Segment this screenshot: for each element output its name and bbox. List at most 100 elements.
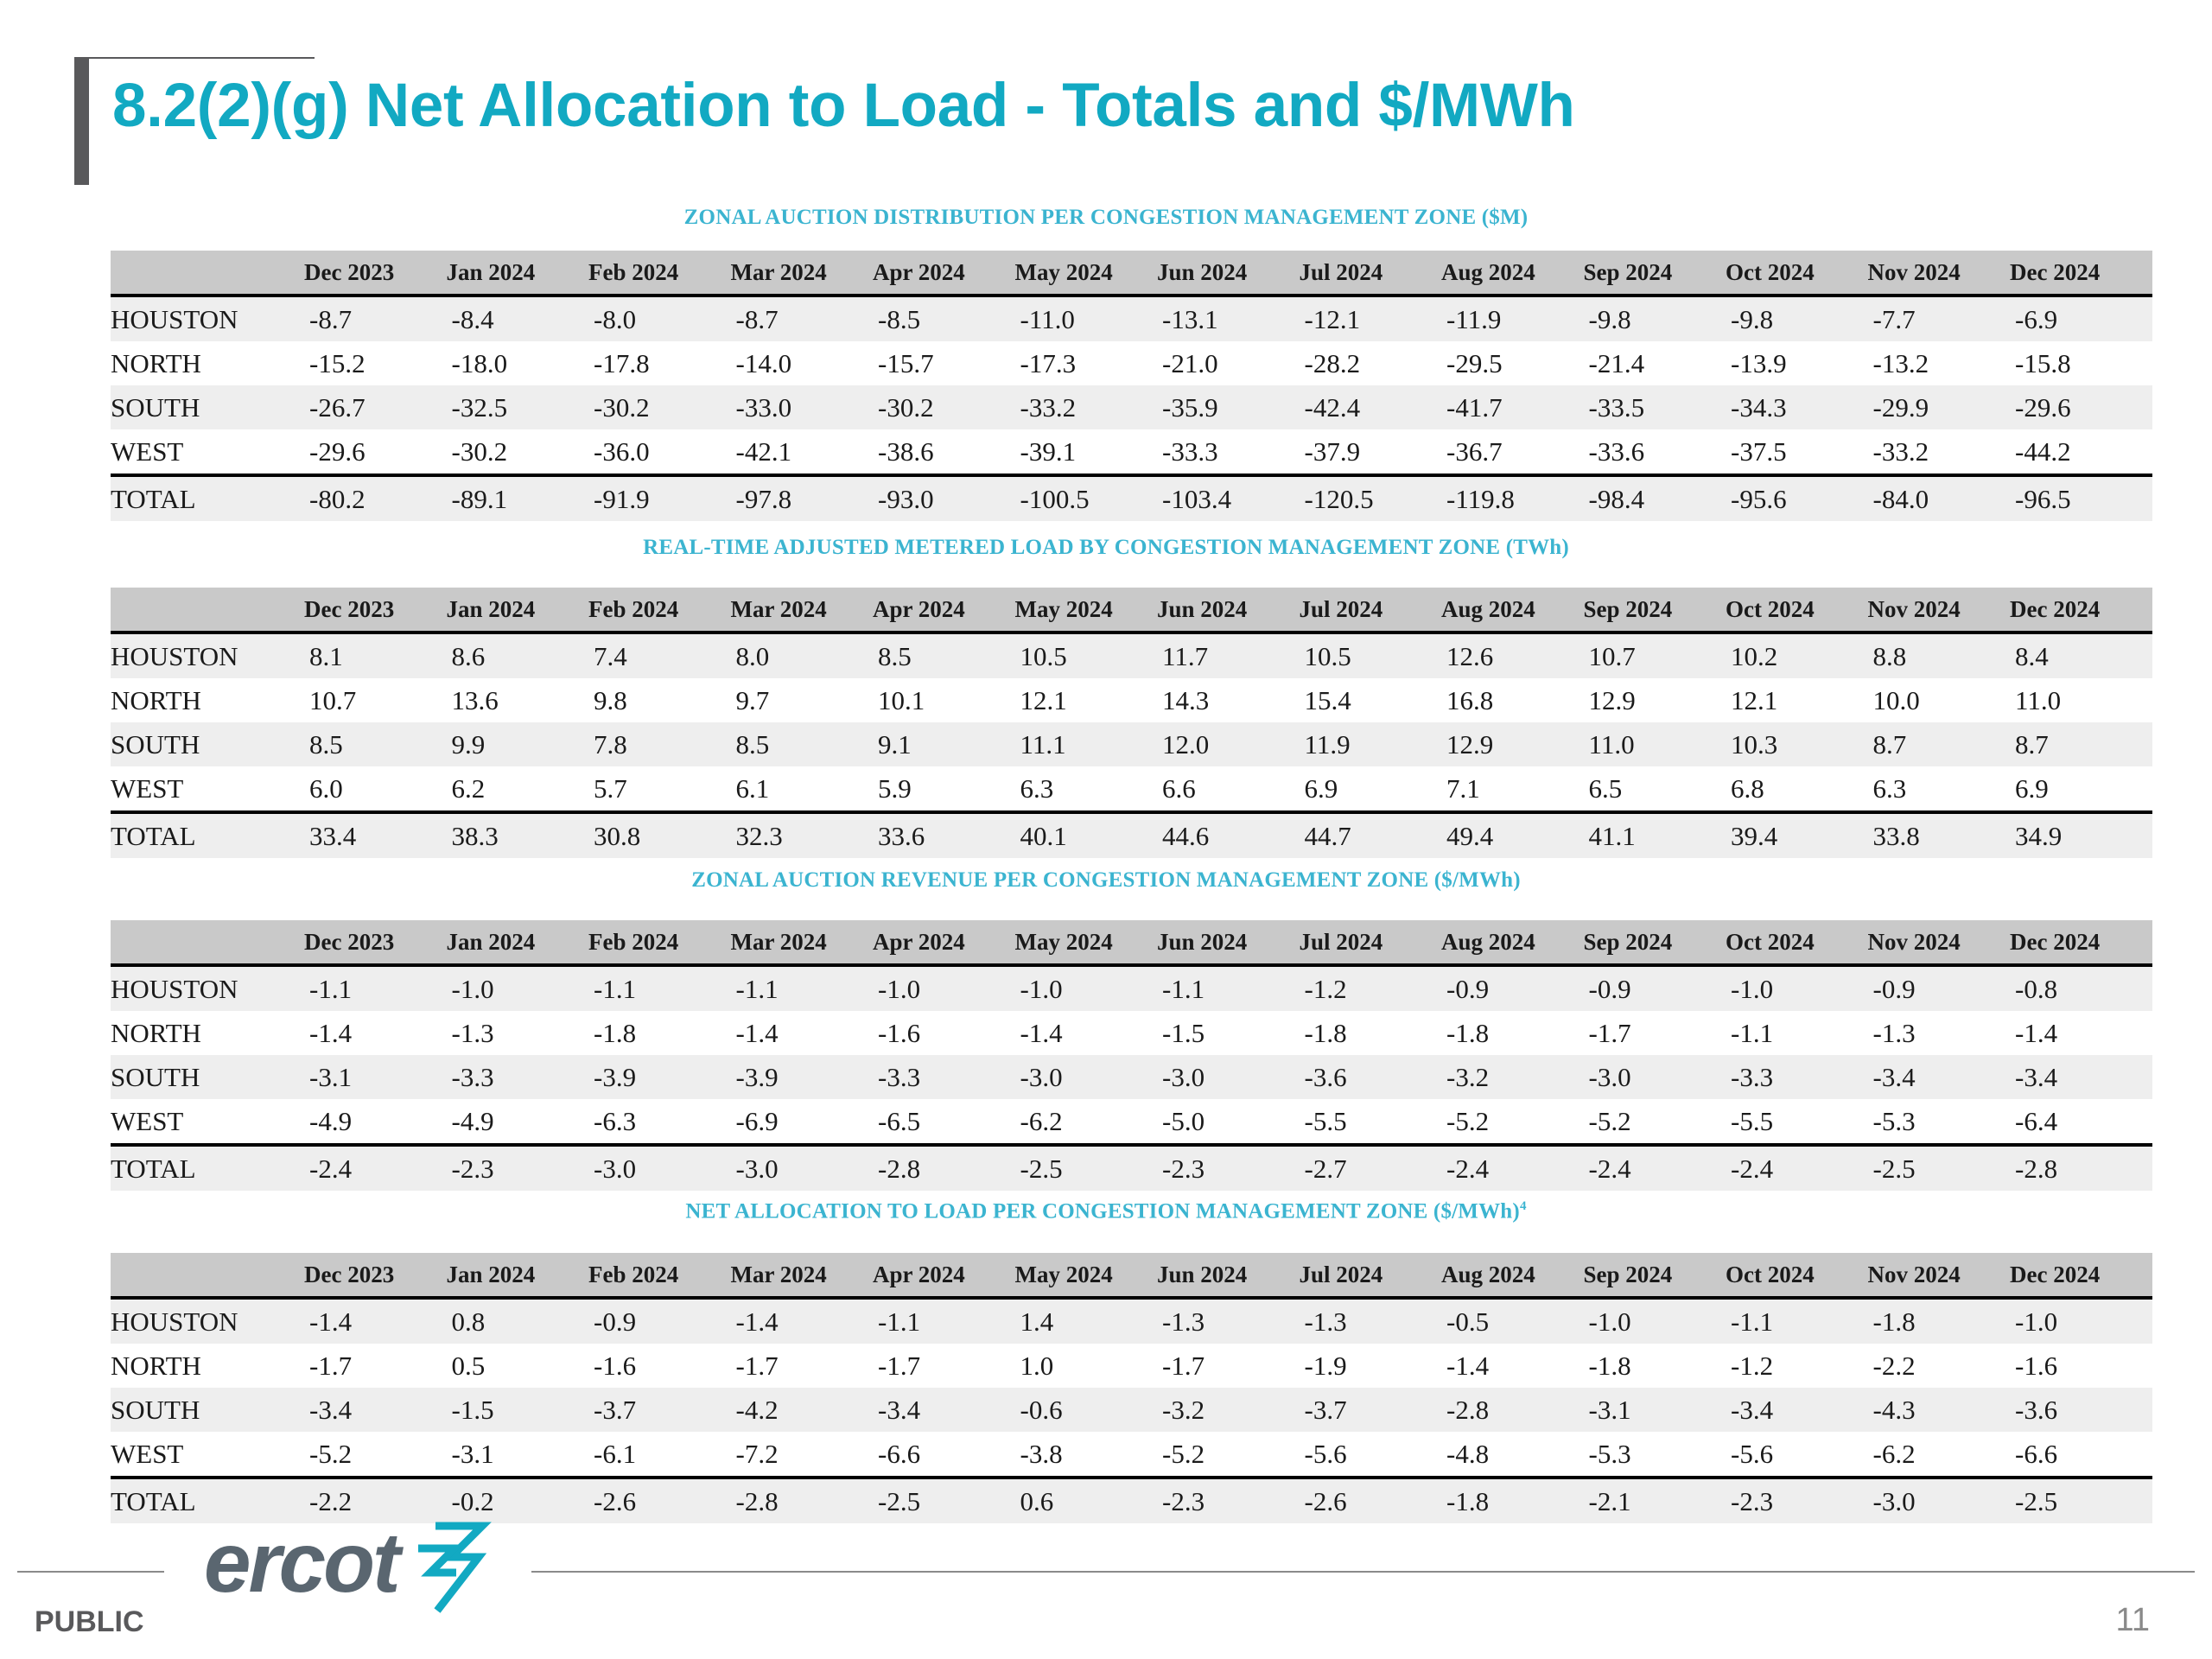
table-cell: -2.2 [304,1476,447,1523]
table-cell: 10.5 [1014,632,1157,678]
table-cell: -4.3 [1867,1388,2010,1432]
table-cell: -3.9 [730,1055,873,1099]
title-accent-line [74,57,315,59]
table-cell: -1.4 [304,1011,447,1055]
table-cell: -2.8 [730,1476,873,1523]
table-cell: 15.4 [1299,678,1441,722]
table-cell: 6.8 [1726,766,1868,812]
table-cell: -1.2 [1726,1344,1868,1388]
table-cell: -2.7 [1299,1143,1441,1191]
table-cell: -6.4 [2010,1099,2152,1145]
column-header: Nov 2024 [1867,251,2010,297]
table-cell: -1.8 [588,1011,731,1055]
column-header: Jun 2024 [1157,1253,1300,1300]
table-cell: -18.0 [446,341,588,385]
table-cell: -3.6 [2010,1388,2152,1432]
table-cell: 9.7 [730,678,873,722]
table-cell: -1.4 [2010,1011,2152,1055]
table-cell: 0.5 [446,1344,588,1388]
header-row: Dec 2023 Jan 2024 Feb 2024 Mar 2024 Apr 2024… [111,588,2152,634]
table-cell: -3.6 [1299,1055,1441,1099]
table-row: HOUSTON -8.7 -8.4 -8.0 -8.7 -8.5 -11.0 -13.1 -12… [111,296,2152,341]
column-header: Jan 2024 [446,251,588,297]
zone-label: WEST [111,1432,304,1478]
column-header: Aug 2024 [1441,920,1584,967]
zone-label: WEST [111,766,304,812]
column-header: Jul 2024 [1299,588,1441,634]
table-cell: 13.6 [446,678,588,722]
table-cell: -120.5 [1299,474,1441,521]
table-cell: -2.8 [2010,1143,2152,1191]
column-header: Apr 2024 [873,920,1015,967]
column-header: Dec 2023 [304,1253,447,1300]
footer-divider-right [531,1571,2195,1573]
section-heading-text: ZONAL AUCTION REVENUE PER CONGESTION MAN… [691,868,1521,892]
column-header: Feb 2024 [588,588,731,634]
table-cell: 11.0 [2010,678,2152,722]
column-header: Sep 2024 [1583,1253,1726,1300]
table-cell: 8.5 [304,722,447,766]
table-cell: -84.0 [1867,474,2010,521]
table-cell: -1.3 [446,1011,588,1055]
table-row: NORTH -1.7 0.5 -1.6 -1.7 -1.7 1.0 -1.7 -1.9 -1.4-… [111,1344,2152,1388]
table-cell: 6.1 [730,766,873,812]
column-header: May 2024 [1014,251,1157,297]
table-cell: -0.9 [588,1298,731,1344]
page-title: 8.2(2)(g) Net Allocation to Load - Total… [112,72,1575,140]
table-cell: -36.7 [1441,429,1584,475]
total-row: TOTAL -2.4 -2.3 -3.0 -3.0 -2.8 -2.5 -2.3 -2.7 -2.… [111,1143,2152,1191]
table-cell: 49.4 [1441,810,1584,858]
table-cell: 11.0 [1583,722,1726,766]
table-cell: -0.5 [1441,1298,1584,1344]
column-header: Aug 2024 [1441,1253,1584,1300]
table-cell: -6.2 [1867,1432,2010,1478]
zone-label: WEST [111,429,304,475]
table-cell: -1.0 [446,965,588,1011]
table-cell: -35.9 [1157,385,1300,429]
table-cell: -2.3 [1157,1143,1300,1191]
table-cell: -1.0 [1726,965,1868,1011]
table-cell: -5.3 [1867,1099,2010,1145]
table-cell: -3.3 [873,1055,1015,1099]
table-cell: -1.3 [1867,1011,2010,1055]
table-cell: -29.9 [1867,385,2010,429]
table-cell: -1.7 [1157,1344,1300,1388]
table-cell: -17.3 [1014,341,1157,385]
table-cell: 8.8 [1867,632,2010,678]
table-cell: -8.0 [588,296,731,341]
table-cell: -6.6 [873,1432,1015,1478]
table-cell: -1.6 [2010,1344,2152,1388]
table-cell: -1.5 [446,1388,588,1432]
table-cell: -32.5 [446,385,588,429]
table-cell: -3.0 [1583,1055,1726,1099]
zone-label: SOUTH [111,385,304,429]
column-header: May 2024 [1014,920,1157,967]
table-cell: -4.9 [446,1099,588,1145]
table-row: HOUSTON -1.1 -1.0 -1.1 -1.1 -1.0 -1.0 -1.1 -1.2-… [111,965,2152,1011]
table-cell: -3.3 [1726,1055,1868,1099]
table-cell: -95.6 [1726,474,1868,521]
column-header: Sep 2024 [1583,920,1726,967]
table-cell: 6.3 [1014,766,1157,812]
table-cell: -30.2 [873,385,1015,429]
table-cell: -1.3 [1299,1298,1441,1344]
table-cell: -89.1 [446,474,588,521]
table-cell: 44.7 [1299,810,1441,858]
table-cell: -1.4 [1014,1011,1157,1055]
table-cell: -13.1 [1157,296,1300,341]
table-cell: -1.6 [588,1344,731,1388]
table-cell: -15.2 [304,341,447,385]
table-cell: -1.8 [1583,1344,1726,1388]
table-cell: 34.9 [2010,810,2152,858]
table-cell: -103.4 [1157,474,1300,521]
table-cell: -30.2 [446,429,588,475]
table-cell: -1.1 [873,1298,1015,1344]
table-cell: -91.9 [588,474,731,521]
table-cell: -3.0 [730,1143,873,1191]
table-cell: -6.1 [588,1432,731,1478]
zone-label: HOUSTON [111,632,304,678]
table-cell: -33.2 [1014,385,1157,429]
zone-label: TOTAL [111,474,304,521]
column-header: Apr 2024 [873,251,1015,297]
table-cell: -33.5 [1583,385,1726,429]
